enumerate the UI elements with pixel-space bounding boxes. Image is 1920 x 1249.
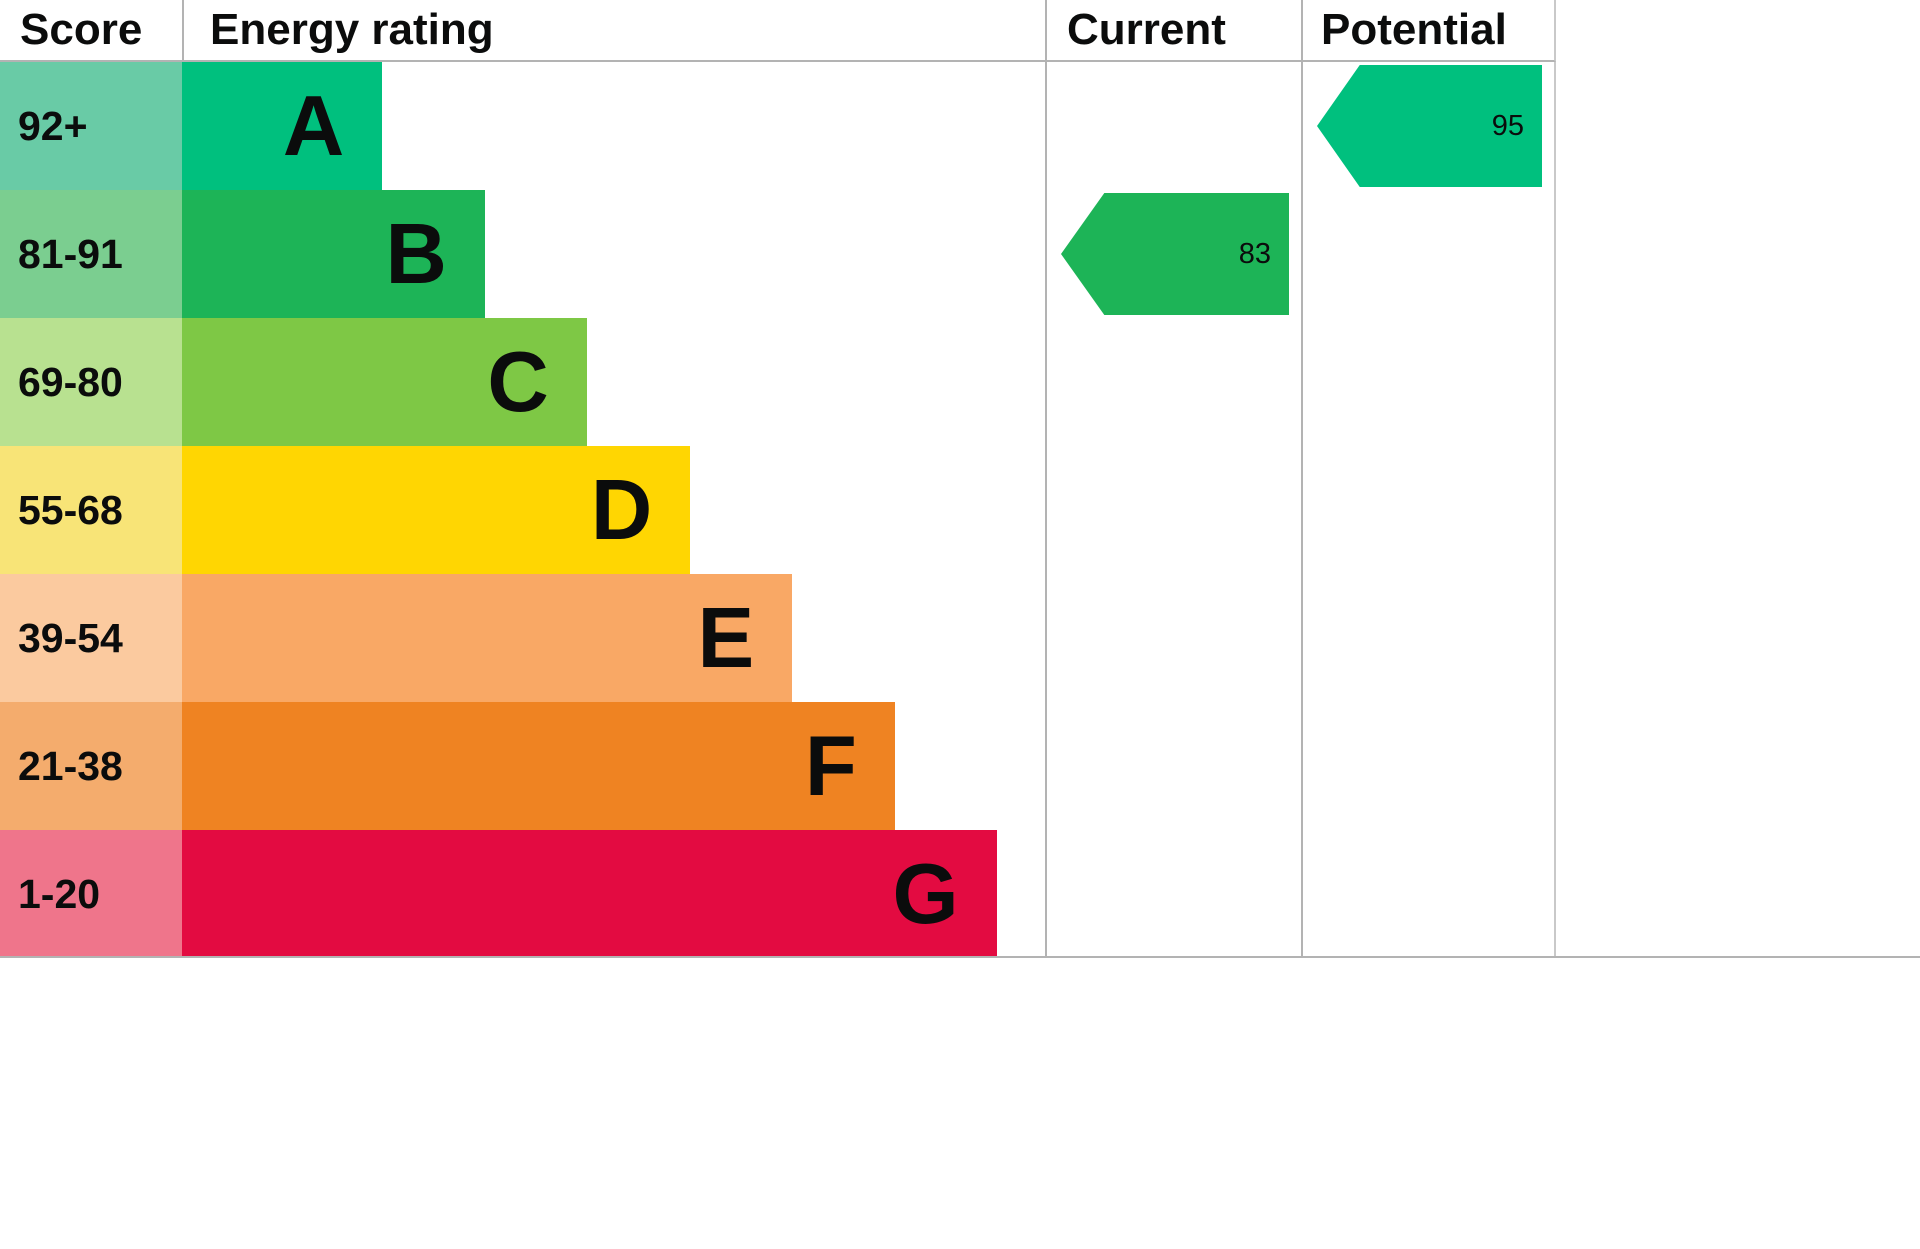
current-header: Current bbox=[1045, 0, 1301, 62]
score-cell-f: 21-38 bbox=[0, 702, 182, 830]
band-letter-e: E bbox=[697, 590, 755, 686]
score-cell-c: 69-80 bbox=[0, 318, 182, 446]
band-bar-c: C bbox=[182, 318, 587, 446]
current-column: 83 bbox=[1045, 62, 1301, 958]
band-bar-g: G bbox=[182, 830, 997, 958]
band-bar-d: D bbox=[182, 446, 691, 574]
score-cell-g: 1-20 bbox=[0, 830, 182, 958]
bar-cell-e: E bbox=[182, 574, 1045, 702]
band-bar-a: A bbox=[182, 62, 383, 190]
band-bar-b: B bbox=[182, 190, 485, 318]
bar-cell-d: D bbox=[182, 446, 1045, 574]
score-header: Score bbox=[0, 0, 182, 62]
band-letter-b: B bbox=[385, 206, 447, 302]
band-bar-e: E bbox=[182, 574, 793, 702]
bar-cell-a: A bbox=[182, 62, 1045, 190]
bar-cell-c: C bbox=[182, 318, 1045, 446]
potential-column: 95 bbox=[1301, 62, 1556, 958]
bar-cell-b: B bbox=[182, 190, 1045, 318]
bar-cell-f: F bbox=[182, 702, 1045, 830]
band-letter-f: F bbox=[804, 718, 857, 814]
band-letter-c: C bbox=[487, 334, 549, 430]
potential-rating-value: 95 bbox=[1491, 109, 1524, 142]
current-rating-value: 83 bbox=[1238, 237, 1271, 270]
potential-header: Potential bbox=[1301, 0, 1556, 62]
current-rating-arrow: 83 bbox=[1061, 193, 1289, 315]
band-letter-g: G bbox=[892, 846, 959, 942]
energy-rating-header: Energy rating bbox=[182, 0, 1045, 62]
band-bar-f: F bbox=[182, 702, 895, 830]
score-cell-b: 81-91 bbox=[0, 190, 182, 318]
bar-cell-g: G bbox=[182, 830, 1045, 958]
score-cell-a: 92+ bbox=[0, 62, 182, 190]
band-letter-d: D bbox=[590, 462, 653, 558]
chart-bottom-rule bbox=[0, 956, 1920, 958]
epc-rating-chart: Score Energy rating Current Potential 92… bbox=[0, 0, 1556, 958]
score-cell-e: 39-54 bbox=[0, 574, 182, 702]
potential-rating-arrow: 95 bbox=[1317, 65, 1542, 187]
score-cell-d: 55-68 bbox=[0, 446, 182, 574]
band-letter-a: A bbox=[282, 78, 345, 174]
